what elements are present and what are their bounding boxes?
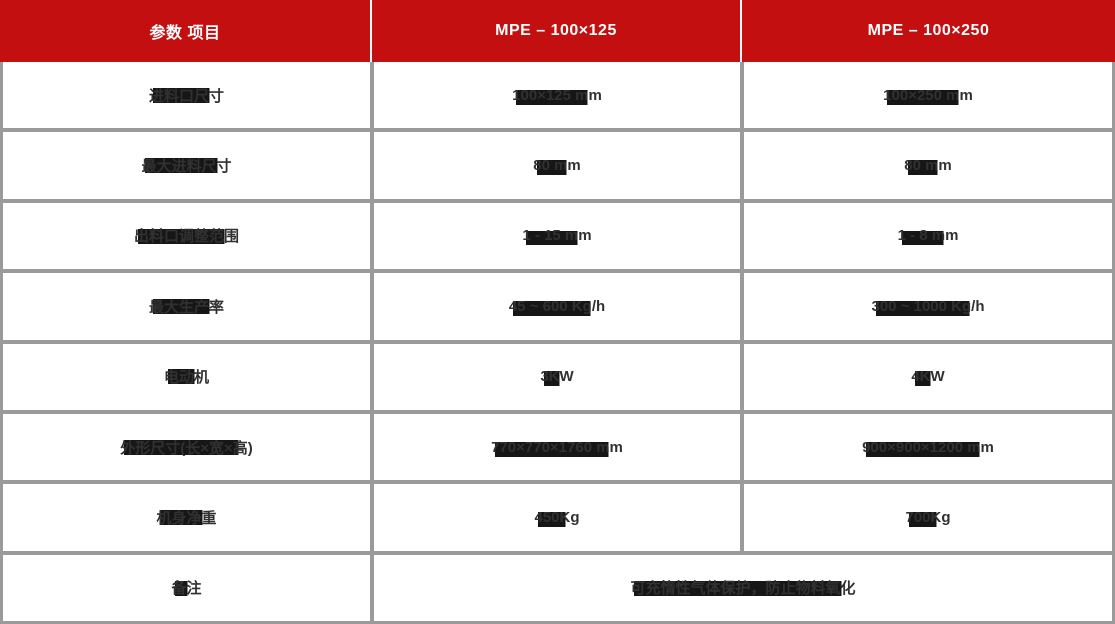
spec-value-cell-model1: 770×770×1760 mm xyxy=(370,413,740,481)
spec-value-text: 80 mm xyxy=(531,156,583,176)
param-name-cell: 外形尺寸(长×宽×高) xyxy=(3,414,370,480)
table-row-outlet-adjust-range: 出料口调整范围 1 - 15 mm 1 - 8 mm xyxy=(3,198,1112,270)
spec-value-cell-model2: 100×250 mm xyxy=(740,62,1112,129)
spec-value-cell-model1: 450Kg xyxy=(370,484,740,551)
table-row-remarks: 备注 可充惰性气体保护，防止物料氧化 xyxy=(3,550,1112,621)
param-name-text: 电动机 xyxy=(161,365,211,389)
spec-value-cell-model2: 900×900×1200 mm xyxy=(740,413,1112,481)
param-name-cell: 备注 xyxy=(3,555,370,621)
spec-value-text: 900×900×1200 mm xyxy=(860,437,996,457)
spec-value-text: 100×250 mm xyxy=(881,85,975,105)
param-name-cell: 进料口尺寸 xyxy=(3,62,370,128)
spec-value-cell-model2: 300 ~ 1000 Kg/h xyxy=(740,273,1112,340)
table-row-max-capacity: 最大生产率 45 ~ 600 Kg/h 300 ~ 1000 Kg/h xyxy=(3,269,1112,340)
param-name-text: 最大生产率 xyxy=(146,294,226,318)
table-header-row: 参数 项目 MPE – 100×125 MPE – 100×250 xyxy=(0,0,1115,62)
table-row-motor: 电动机 3KW 4KW xyxy=(3,339,1112,410)
table-row-overall-dimensions: 外形尺寸(长×宽×高) 770×770×1760 mm 900×900×1200… xyxy=(3,409,1112,481)
spec-value-text: 100×125 mm xyxy=(510,85,604,105)
param-name-text: 最大进料尺寸 xyxy=(139,154,234,178)
remarks-value-cell: 可充惰性气体保护，防止物料氧化 xyxy=(370,554,1112,621)
header-param-column: 参数 项目 xyxy=(149,25,221,42)
header-model-mpe-100x250: MPE – 100×250 xyxy=(740,0,1115,62)
param-name-text: 进料口尺寸 xyxy=(146,83,226,107)
spec-value-cell-model1: 1 - 15 mm xyxy=(370,202,740,270)
spec-value-cell-model1: 80 mm xyxy=(370,132,740,199)
spec-value-cell-model1: 3KW xyxy=(370,343,740,410)
spec-value-text: 450Kg xyxy=(532,507,582,527)
remarks-text: 可充惰性气体保护，防止物料氧化 xyxy=(628,576,858,600)
spec-value-text: 3KW xyxy=(538,367,576,387)
param-name-cell: 出料口调整范围 xyxy=(3,203,370,269)
param-name-text: 备注 xyxy=(169,576,204,600)
spec-value-text: 4KW xyxy=(909,367,947,387)
spec-value-cell-model1: 45 ~ 600 Kg/h xyxy=(370,273,740,340)
param-name-cell: 电动机 xyxy=(3,344,370,410)
table-row-feed-inlet-size: 进料口尺寸 100×125 mm 100×250 mm xyxy=(3,62,1112,129)
param-name-cell: 最大生产率 xyxy=(3,273,370,339)
spec-value-text: 45 ~ 600 Kg/h xyxy=(506,296,608,316)
spec-value-text: 770×770×1760 mm xyxy=(489,437,625,457)
spec-value-text: 1 - 15 mm xyxy=(520,226,594,246)
spec-value-text: 700Kg xyxy=(903,507,953,527)
param-name-text: 外形尺寸(长×宽×高) xyxy=(118,435,255,459)
spec-value-text: 1 - 8 mm xyxy=(895,226,961,246)
spec-value-text: 80 mm xyxy=(902,156,954,176)
spec-value-cell-model2: 80 mm xyxy=(740,132,1112,199)
spec-value-cell-model2: 1 - 8 mm xyxy=(740,202,1112,270)
param-name-text: 机身净重 xyxy=(154,505,219,529)
spec-value-cell-model2: 4KW xyxy=(740,343,1112,410)
param-name-cell: 机身净重 xyxy=(3,484,370,550)
spec-value-cell-model1: 100×125 mm xyxy=(370,62,740,129)
table-row-max-feed-size: 最大进料尺寸 80 mm 80 mm xyxy=(3,128,1112,199)
table-row-net-weight: 机身净重 450Kg 700Kg xyxy=(3,480,1112,551)
param-name-cell: 最大进料尺寸 xyxy=(3,132,370,198)
header-model-mpe-100x125: MPE – 100×125 xyxy=(370,0,740,62)
table-body: 进料口尺寸 100×125 mm 100×250 mm 最大进料尺寸 80 mm… xyxy=(0,62,1115,624)
spec-value-text: 300 ~ 1000 Kg/h xyxy=(869,296,987,316)
param-name-text: 出料口调整范围 xyxy=(131,224,241,248)
spec-value-cell-model2: 700Kg xyxy=(740,484,1112,551)
